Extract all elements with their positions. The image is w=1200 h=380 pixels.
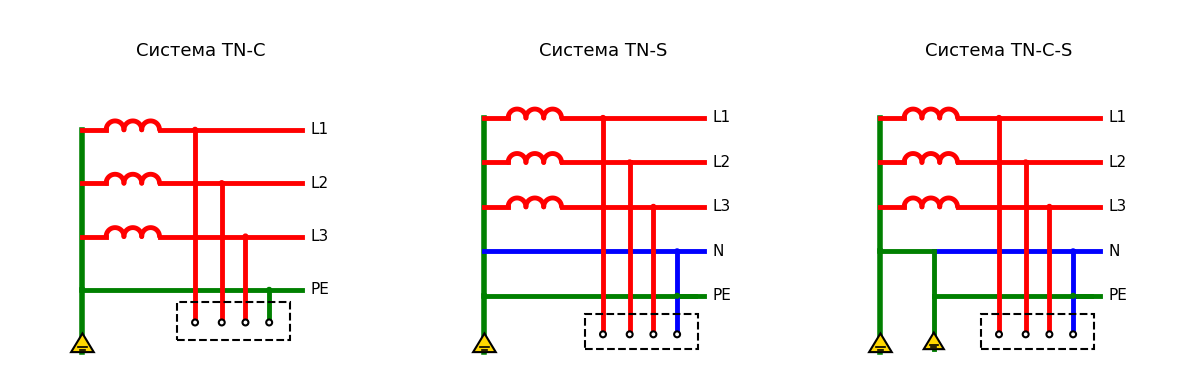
Title: Система TN-C: Система TN-C	[137, 42, 265, 60]
Circle shape	[220, 181, 224, 185]
Text: N: N	[713, 244, 724, 259]
Text: L1: L1	[713, 111, 731, 125]
Circle shape	[266, 320, 272, 325]
Text: L1: L1	[311, 122, 329, 137]
Circle shape	[996, 331, 1002, 337]
Circle shape	[266, 288, 271, 292]
Text: PE: PE	[713, 288, 732, 303]
Circle shape	[626, 331, 632, 337]
Circle shape	[628, 160, 632, 165]
Circle shape	[218, 320, 224, 325]
Circle shape	[674, 249, 679, 254]
Circle shape	[674, 331, 680, 337]
Text: L3: L3	[713, 200, 731, 214]
Circle shape	[1046, 331, 1052, 337]
Text: L3: L3	[1109, 200, 1127, 214]
Text: L3: L3	[311, 229, 329, 244]
Circle shape	[1070, 249, 1075, 254]
Circle shape	[244, 234, 248, 239]
Circle shape	[650, 331, 656, 337]
Bar	[178, 302, 290, 340]
Polygon shape	[869, 333, 892, 352]
Polygon shape	[473, 333, 496, 352]
Bar	[586, 314, 698, 349]
Circle shape	[997, 116, 1001, 120]
Title: Система TN-C-S: Система TN-C-S	[925, 42, 1073, 60]
Circle shape	[193, 127, 198, 132]
Circle shape	[1070, 331, 1076, 337]
Text: PE: PE	[311, 282, 330, 298]
Polygon shape	[71, 333, 94, 352]
Circle shape	[652, 204, 655, 209]
Text: L2: L2	[311, 176, 329, 191]
Text: PE: PE	[1109, 288, 1128, 303]
Text: L2: L2	[713, 155, 731, 170]
Circle shape	[1022, 331, 1028, 337]
Circle shape	[242, 320, 248, 325]
Circle shape	[1024, 160, 1028, 165]
Text: L1: L1	[1109, 111, 1127, 125]
Circle shape	[1070, 293, 1075, 298]
Circle shape	[192, 320, 198, 325]
Circle shape	[600, 331, 606, 337]
Circle shape	[601, 116, 605, 120]
Circle shape	[674, 293, 679, 298]
Title: Система TN-S: Система TN-S	[539, 42, 667, 60]
Text: L2: L2	[1109, 155, 1127, 170]
Bar	[982, 314, 1094, 349]
Polygon shape	[924, 332, 944, 349]
Text: N: N	[1109, 244, 1120, 259]
Circle shape	[1048, 204, 1051, 209]
